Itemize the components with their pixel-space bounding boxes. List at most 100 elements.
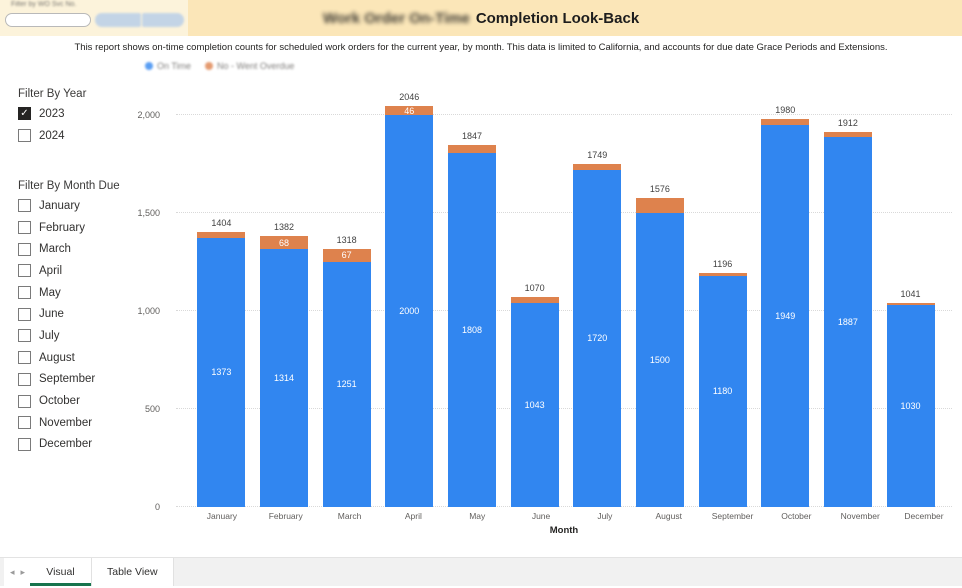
on-time-segment[interactable]: 1314 [259,249,308,507]
overdue-segment[interactable] [635,198,684,213]
tab-table-view[interactable]: Table View [92,558,174,586]
x-axis: January February March April May June July Augu… [190,511,956,521]
tab-next-icon[interactable]: ▸ [20,566,26,577]
stacked-bar-april[interactable]: 46 2000 [385,106,434,507]
stacked-bar-august[interactable]: 1500 [635,198,684,507]
year-option-2024[interactable]: 2024 [18,125,65,147]
x-axis-tick: June [531,511,551,521]
checkbox-icon[interactable]: ✓ [18,107,31,121]
widget-clear-button[interactable] [142,13,184,27]
widget-apply-button[interactable] [95,13,141,27]
legend: On Time No - Went Overdue [145,61,294,71]
page-title-part1: Work Order On-Time [322,9,470,27]
on-time-segment[interactable]: 1043 [510,302,559,507]
checkbox-icon[interactable] [18,221,31,235]
overdue-segment[interactable] [197,231,246,238]
month-option-december[interactable]: December [18,434,95,456]
on-time-segment[interactable]: 1949 [761,125,810,507]
month-option-october[interactable]: October [18,390,95,412]
checkbox-label: October [39,395,80,408]
plot-area: 1404 1373 1382 68 1314 1318 67 1251 2046… [176,92,952,507]
bar-column: 1980 1949 [761,104,810,507]
overdue-segment[interactable] [886,303,935,306]
legend-item[interactable]: On Time [145,61,191,71]
stacked-bar-january[interactable]: 1373 [197,231,246,507]
overdue-segment[interactable] [698,272,747,276]
checkbox-icon[interactable] [18,129,31,143]
stacked-bar-june[interactable]: 1043 [510,297,559,507]
bar-total-label: 1196 [712,258,733,269]
bar-total-label: 1980 [775,104,796,115]
filter-month-heading: Filter By Month Due [18,180,120,192]
month-option-march[interactable]: March [18,238,95,260]
x-axis-tick: October [781,511,812,521]
month-option-august[interactable]: August [18,347,95,369]
overdue-segment[interactable]: 46 [385,106,434,115]
month-option-april[interactable]: April [18,260,95,282]
bar-total-label: 1576 [649,184,670,195]
bar-column: 1576 1500 [635,184,684,507]
month-option-july[interactable]: July [18,325,95,347]
tab-visual[interactable]: Visual [30,558,92,586]
month-option-february[interactable]: February [18,217,95,239]
on-time-segment[interactable]: 1887 [823,137,872,507]
stacked-bar-may[interactable]: 1808 [447,145,496,507]
on-time-segment[interactable]: 1808 [447,152,496,507]
bar-column: 1912 1887 [823,118,872,507]
checkbox-label: January [39,199,80,212]
overdue-segment[interactable]: 67 [322,248,371,262]
on-time-segment[interactable]: 1251 [322,261,371,507]
stacked-bar-september[interactable]: 1180 [698,272,747,507]
checkbox-icon[interactable] [18,242,31,256]
tab-nav-arrows: ◂ ▸ [4,558,32,586]
checkbox-label: 2024 [39,129,65,142]
wo-number-input[interactable] [5,13,91,27]
month-option-november[interactable]: November [18,412,95,434]
stacked-bar-november[interactable]: 1887 [823,132,872,507]
checkbox-icon[interactable] [18,416,31,430]
on-time-segment[interactable]: 1720 [573,169,622,507]
x-axis-tick: September [711,511,754,521]
on-time-segment[interactable]: 1030 [886,305,935,507]
checkbox-icon[interactable] [18,351,31,365]
stacked-bar-october[interactable]: 1949 [761,118,810,507]
checkbox-icon[interactable] [18,329,31,343]
gridline [176,408,952,409]
overdue-segment[interactable] [510,297,559,303]
legend-swatch-icon [205,62,214,70]
month-option-may[interactable]: May [18,282,95,304]
on-time-segment[interactable]: 1500 [635,213,684,507]
overdue-segment[interactable] [761,118,810,125]
stacked-bar-july[interactable]: 1720 [573,164,622,507]
gridline [176,506,952,507]
on-time-segment[interactable]: 1180 [698,275,747,507]
y-axis: 0 500 1,000 1,500 2,000 [110,95,160,512]
checkbox-icon[interactable] [18,199,31,213]
stacked-bar-december[interactable]: 1030 [886,303,935,507]
overdue-segment[interactable] [823,132,872,138]
legend-item[interactable]: No - Went Overdue [205,61,294,71]
y-axis-tick: 1,500 [137,208,160,218]
tab-prev-icon[interactable]: ◂ [10,566,15,577]
checkbox-icon[interactable] [18,264,31,278]
overdue-segment[interactable] [573,164,622,170]
year-option-2023[interactable]: ✓ 2023 [18,103,65,125]
checkbox-icon[interactable] [18,307,31,321]
bar-total-label: 1847 [461,131,482,141]
checkbox-icon[interactable] [18,286,31,300]
month-option-june[interactable]: June [18,303,95,325]
month-option-september[interactable]: September [18,369,95,391]
sheet-tab-bar: ◂ ▸ Visual Table View [0,557,962,586]
bar-total-label: 1041 [900,289,921,299]
checkbox-icon[interactable] [18,394,31,408]
on-time-segment[interactable]: 2000 [385,115,434,507]
overdue-segment[interactable] [447,145,496,153]
stacked-bar-february[interactable]: 68 1314 [259,236,308,507]
overdue-segment[interactable]: 68 [259,236,308,250]
month-option-january[interactable]: January [18,195,95,217]
stacked-bar-march[interactable]: 67 1251 [322,248,371,507]
on-time-segment[interactable]: 1373 [197,237,246,507]
checkbox-icon[interactable] [18,437,31,451]
checkbox-icon[interactable] [18,372,31,386]
x-axis-tick: April [404,511,422,521]
